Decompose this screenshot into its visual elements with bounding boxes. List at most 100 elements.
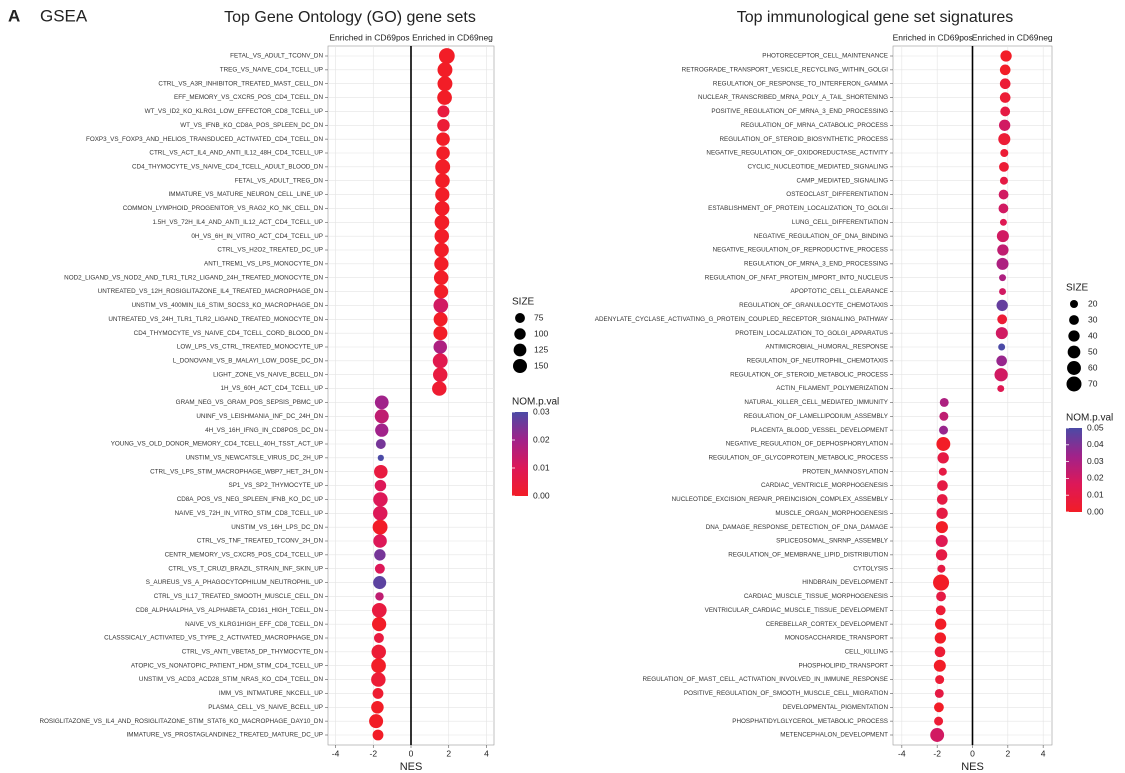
category-label: COMMON_LYMPHOID_PROGENITOR_VS_RAG2_KO_NK… xyxy=(123,205,324,212)
dot xyxy=(937,452,949,464)
category-label: CTRL_VS_ACT_IL4_AND_ANTI_IL12_48H_CD4_TC… xyxy=(149,150,323,157)
category-label: 4H_VS_16H_IFNG_IN_CD8POS_DC_DN xyxy=(205,427,323,434)
dot xyxy=(999,288,1007,296)
x-tick-label: -4 xyxy=(332,748,340,758)
category-label: REGULATION_OF_GRANULOCYTE_CHEMOTAXIS xyxy=(739,302,888,309)
category-label: IMM_VS_INTMATURE_NKCELL_UP xyxy=(219,690,323,697)
dot xyxy=(433,298,449,313)
size-legend-label: 60 xyxy=(1088,362,1098,372)
category-label: APOPTOTIC_CELL_CLEARANCE xyxy=(790,288,888,295)
dot xyxy=(372,519,388,535)
dot xyxy=(437,105,450,118)
dot xyxy=(999,218,1007,226)
dot xyxy=(998,189,1009,200)
dot xyxy=(934,632,947,644)
dot xyxy=(432,381,447,396)
size-legend-dot xyxy=(1067,345,1081,359)
category-label: NEGATIVE_REGULATION_OF_OXIDOREDUCTASE_AC… xyxy=(706,150,888,157)
dot xyxy=(433,340,448,354)
dot xyxy=(372,729,384,741)
dot xyxy=(998,343,1006,351)
dot xyxy=(935,675,945,685)
color-tick-label: 0.03 xyxy=(533,406,550,416)
category-label: REGULATION_OF_RESPONSE_TO_INTERFERON_GAM… xyxy=(713,80,889,87)
category-label: MONOSACCHARIDE_TRANSPORT xyxy=(785,635,888,642)
dot xyxy=(433,367,448,382)
dot xyxy=(999,92,1011,103)
dot xyxy=(434,284,449,299)
dot xyxy=(934,702,944,713)
category-label: CYCLIC_NUCLEOTIDE_MEDIATED_SIGNALING xyxy=(747,164,888,171)
dot xyxy=(936,591,946,602)
category-label: LIGHT_ZONE_VS_NAIVE_BCELL_DN xyxy=(213,371,323,378)
dot xyxy=(935,549,948,561)
size-legend-label: 125 xyxy=(534,344,548,354)
x-tick-label: 2 xyxy=(446,748,451,758)
category-label: WT_VS_IFNB_KO_CD8A_POS_SPLEEN_DC_DN xyxy=(180,122,323,129)
category-label: UNSTIM_VS_NEWCATSLE_VIRUS_DC_2H_UP xyxy=(186,455,323,462)
dot xyxy=(373,534,387,548)
x-axis-label: NES xyxy=(961,761,984,773)
dot xyxy=(936,494,948,505)
category-label: DNA_DAMAGE_RESPONSE_DETECTION_OF_DNA_DAM… xyxy=(706,524,888,531)
category-label: UNINF_VS_LEISHMANIA_INF_DC_24H_DN xyxy=(196,413,323,420)
category-label: REGULATION_OF_MAST_CELL_ACTIVATION_INVOL… xyxy=(642,676,888,683)
category-label: PHOSPHATIDYLGLYCEROL_METABOLIC_PROCESS xyxy=(732,718,888,725)
category-label: CD4_THYMOCYTE_VS_NAIVE_CD4_TCELL_CORD_BL… xyxy=(134,330,324,337)
category-label: REGULATION_OF_STEROID_BIOSYNTHETIC_PROCE… xyxy=(719,136,888,143)
panel-title: GSEA xyxy=(40,6,88,25)
dot xyxy=(999,161,1009,172)
category-label: CLASSSICALY_ACTIVATED_VS_TYPE_2_ACTIVATE… xyxy=(104,635,323,642)
dot xyxy=(933,659,946,672)
category-label: FETAL_VS_ADULT_TREG_DN xyxy=(235,177,324,184)
size-legend-label: 30 xyxy=(1088,314,1098,324)
category-label: CD8_ALPHAALPHA_VS_ALPHABETA_CD161_HIGH_T… xyxy=(136,607,324,614)
category-label: NOD2_LIGAND_VS_NOD2_AND_TLR1_TLR2_LIGAND… xyxy=(64,274,323,281)
category-label: REGULATION_OF_MEMBRANE_LIPID_DISTRIBUTIO… xyxy=(728,552,888,559)
size-legend-dot xyxy=(1069,299,1079,309)
category-label: PHOSPHOLIPID_TRANSPORT xyxy=(799,662,889,669)
category-label: ANTIMICROBIAL_HUMORAL_RESPONSE xyxy=(766,344,888,351)
category-label: REGULATION_OF_GLYCOPROTEIN_METABOLIC_PRO… xyxy=(708,455,888,462)
category-label: OSTEOCLAST_DIFFERENTIATION xyxy=(786,191,888,198)
dot xyxy=(933,574,950,591)
category-label: CYTOLYSIS xyxy=(853,565,888,572)
dot xyxy=(435,187,450,202)
category-label: PHOTORECEPTOR_CELL_MAINTENANCE xyxy=(762,53,888,60)
dot xyxy=(434,242,449,258)
dot xyxy=(999,78,1011,90)
category-label: DEVELOPMENTAL_PIGMENTATION xyxy=(783,704,889,711)
dot xyxy=(996,257,1009,270)
category-label: LUNG_CELL_DIFFERENTIATION xyxy=(792,219,889,226)
category-label: SPLICEOSOMAL_SNRNP_ASSEMBLY xyxy=(776,538,889,545)
category-label: CENTR_MEMORY_VS_CXCR5_POS_CD4_TCELL_UP xyxy=(165,552,323,559)
dot xyxy=(999,176,1008,185)
dot xyxy=(374,395,389,410)
category-label: NEGATIVE_REGULATION_OF_DNA_BINDING xyxy=(754,233,888,240)
category-label: CTRL_VS_ANTI_VBETA5_DP_THYMOCYTE_DN xyxy=(182,649,324,656)
color-bar xyxy=(512,412,528,496)
dot xyxy=(437,62,453,78)
color-bar xyxy=(1066,428,1082,512)
category-label: FETAL_VS_ADULT_TCONV_DN xyxy=(230,53,323,60)
dot xyxy=(1000,106,1011,117)
x-tick-label: -2 xyxy=(933,748,941,758)
dot xyxy=(436,132,450,146)
size-legend-dot xyxy=(1066,376,1082,392)
dot xyxy=(939,411,949,421)
dot xyxy=(435,173,450,188)
dot xyxy=(375,439,386,449)
color-tick-label: 0.01 xyxy=(1087,489,1104,499)
dot xyxy=(374,479,387,492)
color-tick-label: 0.05 xyxy=(1087,422,1104,432)
category-label: PLACENTA_BLOOD_VESSEL_DEVELOPMENT xyxy=(751,427,889,434)
category-label: UNSTIM_VS_16H_LPS_DC_DN xyxy=(231,524,323,531)
dot xyxy=(434,256,449,271)
dot xyxy=(998,133,1011,146)
category-label: IMMATURE_VS_MATURE_NEURON_CELL_LINE_UP xyxy=(169,191,323,198)
category-label: UNSTIM_VS_400MIN_IL6_STIM_SOCS3_KO_MACRO… xyxy=(132,302,324,309)
category-label: GRAM_NEG_VS_GRAM_POS_SEPSIS_PBMC_UP xyxy=(176,399,323,406)
dot xyxy=(939,397,949,407)
dot xyxy=(371,672,386,687)
